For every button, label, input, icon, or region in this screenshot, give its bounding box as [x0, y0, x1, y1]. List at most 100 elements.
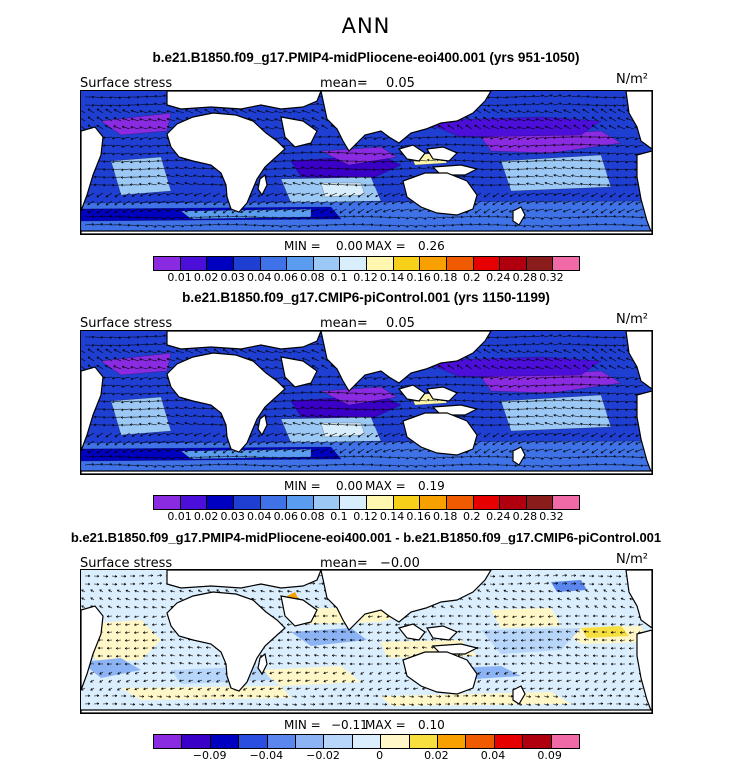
colorbar-swatch: [180, 496, 208, 509]
stress-vector: [314, 597, 320, 601]
stress-vector: [296, 654, 302, 657]
stress-vector: [249, 192, 257, 198]
stress-vector: [373, 152, 383, 155]
stress-vector: [203, 440, 212, 445]
stress-vector: [103, 400, 113, 402]
stress-vector: [508, 152, 518, 155]
stress-vector: [552, 464, 562, 467]
stress-vector: [274, 415, 284, 418]
stress-vector: [193, 407, 203, 410]
stress-vector: [184, 414, 194, 418]
stress-vector: [323, 662, 329, 665]
stress-vector: [606, 96, 616, 99]
stress-vector: [310, 422, 320, 426]
stress-vector: [582, 364, 590, 370]
stress-vector: [274, 432, 284, 436]
land-mass: [280, 595, 318, 627]
stress-vector: [427, 376, 437, 379]
stress-vector: [554, 117, 563, 122]
stress-vector: [175, 350, 185, 354]
stress-vector: [552, 342, 562, 346]
stress-vector: [311, 117, 320, 122]
stress-vector: [211, 176, 221, 178]
stress-vector: [131, 440, 140, 445]
stress-vector: [490, 416, 500, 418]
stress-vector: [369, 679, 374, 683]
panel-1-units: N/m²: [616, 72, 648, 87]
stress-vector: [525, 335, 535, 338]
stress-vector: [90, 679, 95, 683]
stress-vector: [564, 365, 572, 370]
stress-vector: [166, 350, 176, 354]
stress-vector: [111, 104, 121, 107]
stress-vector: [508, 400, 518, 403]
stress-vector: [381, 224, 391, 227]
stress-vector: [324, 597, 329, 601]
stress-vector: [117, 589, 122, 593]
stress-vector: [274, 183, 284, 186]
stress-vector: [543, 342, 553, 346]
stress-vector: [382, 144, 392, 148]
stress-vector: [477, 589, 482, 593]
stress-vector: [103, 384, 113, 387]
stress-vector: [319, 391, 329, 394]
stress-vector: [600, 348, 608, 354]
stress-vector: [105, 448, 113, 454]
stress-vector: [544, 136, 554, 139]
stress-vector: [499, 126, 509, 130]
panel-1-title: b.e21.B1850.f09_g17.PMIP4-midPliocene-eo…: [152, 50, 580, 65]
stress-vector: [600, 440, 608, 446]
stress-vector: [483, 348, 491, 354]
stress-vector: [93, 215, 103, 218]
panel-3-mean-value: −0.00: [380, 556, 420, 571]
stress-vector: [339, 448, 347, 454]
stress-vector: [571, 167, 581, 170]
stress-vector: [399, 695, 405, 698]
stress-vector: [526, 423, 536, 426]
stress-vector: [251, 590, 257, 593]
stress-vector: [562, 440, 572, 444]
stress-vector: [553, 110, 563, 114]
stress-vector: [474, 440, 482, 446]
stress-vector: [148, 144, 158, 148]
stress-vector: [183, 464, 193, 467]
stress-vector: [157, 440, 167, 444]
stress-vector: [534, 582, 540, 585]
stress-vector: [96, 192, 104, 198]
panel-1-colorbar-ticks: 0.01 0.02 0.03 0.04 0.06 0.08 0.1 0.12 0.14 0.16 0…: [153, 271, 578, 285]
stress-vector: [366, 448, 374, 453]
stress-vector: [517, 183, 527, 186]
stress-vector: [591, 356, 599, 362]
stress-vector: [320, 440, 329, 445]
stress-vector: [130, 366, 140, 370]
stress-vector: [554, 125, 563, 130]
stress-vector: [471, 215, 481, 218]
stress-vector: [87, 192, 95, 197]
stress-vector: [157, 432, 167, 436]
stress-vector: [364, 168, 374, 171]
stress-vector: [336, 464, 346, 466]
stress-vector: [90, 589, 95, 593]
stress-vector: [395, 631, 401, 634]
stress-vector: [269, 590, 275, 593]
stress-vector: [561, 574, 567, 577]
stress-vector: [328, 159, 338, 162]
stress-vector: [543, 574, 549, 577]
land-mass: [81, 470, 652, 474]
stress-vector: [571, 384, 581, 386]
stress-vector: [148, 376, 158, 380]
stress-vector: [179, 646, 185, 649]
land-mass: [397, 144, 426, 162]
stress-vector: [571, 422, 581, 426]
stress-vector: [375, 200, 383, 205]
stress-vector: [573, 124, 581, 130]
stress-vector: [553, 414, 563, 418]
stress-vector: [116, 597, 122, 601]
stress-vector: [616, 376, 626, 379]
stress-vector: [323, 671, 329, 674]
colorbar-tick-label: 0.06: [273, 510, 299, 523]
stress-vector: [534, 335, 544, 338]
panel-3-min-label: MIN =: [284, 718, 321, 732]
stress-vector: [391, 208, 401, 212]
stress-vector: [526, 350, 536, 354]
